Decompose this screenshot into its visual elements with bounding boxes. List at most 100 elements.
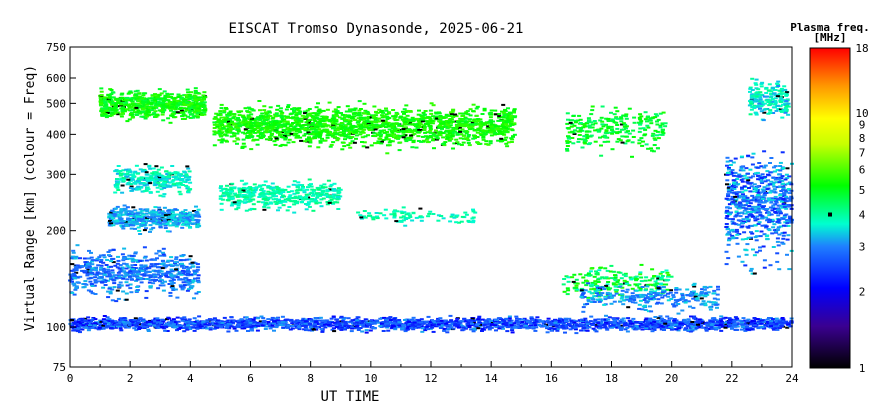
data-point bbox=[85, 325, 90, 328]
data-point bbox=[467, 118, 472, 121]
data-point bbox=[153, 172, 158, 175]
data-point bbox=[107, 254, 111, 257]
data-point bbox=[156, 320, 161, 323]
data-point bbox=[690, 329, 695, 332]
data-point bbox=[145, 186, 150, 189]
data-point bbox=[709, 323, 714, 326]
data-point bbox=[346, 129, 351, 132]
data-point bbox=[348, 146, 353, 149]
data-point bbox=[186, 189, 191, 192]
data-point bbox=[129, 112, 133, 115]
data-point bbox=[778, 319, 783, 322]
data-point bbox=[188, 255, 193, 258]
data-point bbox=[598, 323, 603, 326]
data-point bbox=[130, 259, 135, 262]
data-point bbox=[555, 328, 560, 330]
data-point bbox=[453, 120, 458, 123]
data-point bbox=[491, 120, 495, 123]
data-point bbox=[318, 316, 323, 319]
data-point bbox=[217, 320, 222, 323]
data-point bbox=[292, 111, 297, 114]
data-point bbox=[601, 324, 606, 326]
data-point bbox=[159, 179, 164, 182]
data-point bbox=[256, 325, 261, 328]
data-point bbox=[157, 217, 162, 220]
data-point bbox=[596, 322, 601, 324]
data-point bbox=[115, 219, 120, 222]
data-point bbox=[255, 323, 259, 326]
data-point bbox=[569, 320, 574, 323]
data-point bbox=[661, 326, 666, 329]
data-point bbox=[75, 244, 80, 247]
data-point bbox=[160, 220, 165, 223]
data-point bbox=[106, 266, 111, 268]
data-point bbox=[102, 256, 107, 259]
data-point bbox=[138, 211, 143, 214]
data-point bbox=[146, 220, 151, 222]
data-point bbox=[144, 112, 149, 114]
data-point bbox=[187, 94, 192, 97]
data-point bbox=[127, 275, 132, 278]
data-point bbox=[119, 217, 124, 220]
data-point bbox=[149, 263, 154, 266]
data-point bbox=[102, 268, 107, 271]
data-point bbox=[105, 259, 110, 261]
data-point bbox=[456, 326, 461, 329]
data-point bbox=[120, 267, 125, 270]
data-point bbox=[264, 325, 269, 328]
data-point bbox=[371, 135, 376, 137]
data-point bbox=[759, 322, 764, 325]
data-point bbox=[423, 329, 428, 332]
data-point bbox=[668, 317, 673, 320]
data-point bbox=[205, 324, 210, 327]
data-point bbox=[178, 259, 183, 262]
data-point bbox=[212, 317, 217, 320]
data-point bbox=[90, 271, 95, 274]
data-point bbox=[170, 113, 175, 116]
data-point bbox=[160, 272, 165, 275]
data-point bbox=[307, 329, 312, 332]
data-point bbox=[187, 318, 192, 321]
data-point bbox=[182, 170, 187, 173]
data-point bbox=[139, 267, 144, 270]
data-point bbox=[156, 213, 161, 216]
data-point bbox=[103, 284, 108, 286]
data-point bbox=[154, 252, 159, 255]
data-point bbox=[431, 330, 436, 333]
data-point bbox=[138, 327, 142, 329]
data-point bbox=[715, 327, 720, 330]
data-point bbox=[263, 122, 267, 125]
data-point bbox=[372, 327, 377, 330]
data-point bbox=[158, 178, 163, 181]
data-point bbox=[146, 330, 151, 332]
data-point bbox=[290, 324, 295, 327]
data-point bbox=[155, 317, 160, 320]
data-point bbox=[274, 326, 279, 329]
data-point bbox=[95, 257, 100, 260]
data-point bbox=[202, 113, 207, 116]
data-point bbox=[100, 107, 105, 110]
data-point bbox=[509, 319, 514, 322]
data-point bbox=[468, 319, 473, 322]
data-point bbox=[162, 206, 167, 209]
data-point bbox=[377, 108, 382, 111]
data-point bbox=[648, 319, 653, 322]
data-point bbox=[133, 90, 138, 93]
data-point bbox=[143, 264, 148, 267]
data-point bbox=[164, 103, 169, 106]
data-point bbox=[142, 229, 147, 232]
data-point bbox=[416, 321, 421, 324]
data-point bbox=[124, 224, 129, 227]
data-point bbox=[318, 140, 323, 143]
data-point bbox=[304, 327, 309, 330]
data-point bbox=[249, 320, 254, 323]
data-point bbox=[115, 186, 120, 189]
data-point bbox=[490, 321, 495, 324]
data-point bbox=[392, 126, 397, 129]
data-point bbox=[332, 327, 336, 330]
data-point bbox=[623, 323, 628, 326]
data-point bbox=[133, 170, 138, 173]
data-point bbox=[465, 110, 470, 113]
data-point bbox=[410, 326, 415, 328]
data-point bbox=[780, 317, 785, 319]
